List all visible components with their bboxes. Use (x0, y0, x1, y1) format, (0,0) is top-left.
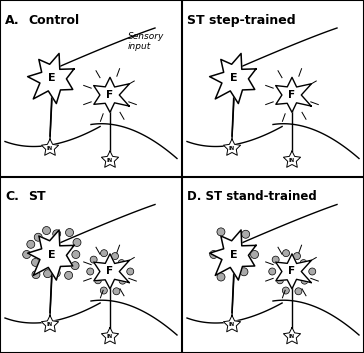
Text: E: E (48, 73, 56, 83)
Text: F: F (106, 90, 114, 100)
Polygon shape (28, 230, 74, 280)
Text: ST: ST (28, 191, 46, 203)
Circle shape (293, 253, 301, 259)
Circle shape (100, 250, 107, 257)
Circle shape (282, 250, 289, 257)
Text: D. ST stand-trained: D. ST stand-trained (187, 191, 317, 203)
Circle shape (73, 239, 81, 246)
Circle shape (250, 251, 258, 258)
Circle shape (23, 251, 31, 258)
Text: IN: IN (47, 145, 53, 150)
Circle shape (217, 273, 225, 281)
Circle shape (72, 251, 80, 258)
Circle shape (217, 228, 225, 236)
Circle shape (32, 271, 40, 279)
Circle shape (66, 228, 74, 237)
Polygon shape (41, 316, 59, 332)
Circle shape (32, 258, 40, 267)
Polygon shape (284, 151, 301, 167)
Polygon shape (276, 77, 312, 112)
Polygon shape (102, 151, 119, 167)
Circle shape (240, 268, 248, 276)
Circle shape (53, 230, 61, 238)
Polygon shape (102, 328, 119, 344)
Text: E: E (48, 250, 56, 259)
Text: IN: IN (289, 334, 295, 339)
Text: IN: IN (107, 334, 113, 339)
Polygon shape (284, 328, 301, 344)
Circle shape (34, 233, 42, 241)
Circle shape (90, 256, 97, 263)
Circle shape (27, 240, 35, 248)
Text: F: F (288, 267, 296, 276)
Text: ST step-trained: ST step-trained (187, 14, 296, 27)
Polygon shape (28, 53, 74, 103)
Circle shape (94, 277, 102, 284)
Text: IN: IN (229, 322, 235, 327)
Circle shape (111, 253, 119, 259)
Circle shape (43, 227, 51, 234)
Polygon shape (210, 230, 256, 280)
Circle shape (71, 262, 79, 270)
Circle shape (119, 277, 126, 284)
Circle shape (295, 288, 302, 295)
Circle shape (272, 256, 279, 263)
Circle shape (282, 287, 289, 294)
Circle shape (87, 268, 94, 275)
Circle shape (210, 251, 218, 258)
Circle shape (52, 269, 60, 277)
Circle shape (118, 259, 125, 267)
Circle shape (113, 288, 120, 295)
Text: F: F (288, 90, 296, 100)
Polygon shape (223, 316, 241, 332)
Text: Control: Control (28, 14, 79, 27)
Polygon shape (210, 53, 256, 103)
Circle shape (242, 230, 250, 238)
Circle shape (276, 277, 284, 284)
Text: E: E (230, 250, 238, 259)
Text: IN: IN (47, 322, 53, 327)
Text: E: E (230, 73, 238, 83)
Polygon shape (94, 254, 130, 289)
Polygon shape (41, 139, 59, 155)
Text: C.: C. (5, 191, 19, 203)
Text: IN: IN (289, 157, 295, 162)
Text: IN: IN (107, 157, 113, 162)
Circle shape (309, 268, 316, 275)
Polygon shape (276, 254, 312, 289)
Circle shape (127, 268, 134, 275)
Circle shape (269, 268, 276, 275)
Circle shape (300, 259, 307, 267)
Circle shape (100, 287, 107, 294)
Circle shape (44, 270, 52, 278)
Text: A.: A. (5, 14, 20, 27)
Text: Sensory
input: Sensory input (128, 32, 165, 52)
Polygon shape (223, 139, 241, 155)
Circle shape (301, 277, 308, 284)
Text: F: F (106, 267, 114, 276)
Circle shape (65, 271, 72, 279)
Polygon shape (94, 77, 130, 112)
Text: IN: IN (229, 145, 235, 150)
